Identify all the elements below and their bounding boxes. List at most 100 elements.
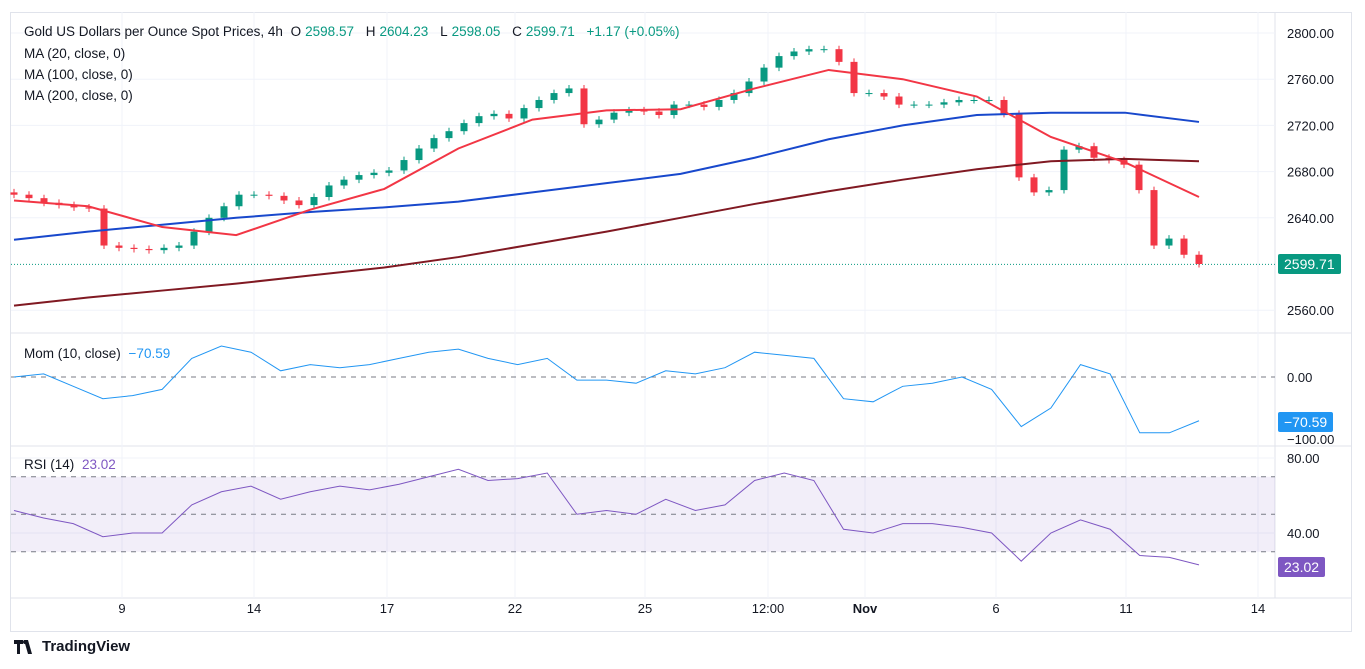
ma200-line — [13, 157, 1200, 307]
mom-tick-label: −100.00 — [1287, 432, 1334, 447]
candle-body — [490, 113, 498, 117]
candle-body — [235, 194, 243, 207]
candle-body — [745, 81, 753, 94]
price-tick-label: 2800.00 — [1287, 26, 1334, 41]
price-tick-label: 2680.00 — [1287, 165, 1334, 180]
momentum-line — [13, 345, 1200, 434]
candle-body — [10, 192, 18, 195]
candle-body — [640, 110, 648, 112]
candle-body — [880, 93, 888, 97]
high-label: H — [365, 24, 376, 39]
candle-body — [280, 195, 288, 201]
close-value: 2599.71 — [525, 24, 575, 39]
candle-body — [415, 148, 423, 161]
candle-body — [625, 110, 633, 113]
candle-body — [1135, 164, 1143, 191]
symbol-legend: Gold US Dollars per Ounce Spot Prices, 4… — [24, 24, 684, 39]
x-tick-label: 25 — [638, 601, 652, 616]
candle-body — [325, 185, 333, 198]
candle-body — [505, 113, 513, 119]
mom-title: Mom (10, close) — [24, 346, 121, 361]
candle-body — [535, 99, 543, 109]
candle-body — [970, 99, 978, 101]
candle-body — [145, 248, 153, 251]
candle-body — [520, 108, 528, 119]
candle-body — [985, 99, 993, 101]
candle-body — [1150, 190, 1158, 246]
candle-body — [25, 194, 33, 199]
candle-body — [100, 208, 108, 246]
price-tick-label: 2640.00 — [1287, 211, 1334, 226]
change-value: +1.17 (+0.05%) — [586, 24, 680, 39]
candle-body — [865, 93, 873, 95]
candle-body — [955, 99, 963, 103]
candle-body — [835, 49, 843, 62]
candle-body — [1030, 177, 1038, 193]
rsi-title: RSI (14) — [24, 457, 75, 472]
mom-value: −70.59 — [128, 346, 171, 361]
candle-body — [910, 104, 918, 106]
rsi-line — [13, 468, 1200, 566]
candle-body — [220, 206, 228, 218]
candle-body — [580, 88, 588, 125]
candle-body — [775, 56, 783, 68]
candle-body — [1195, 254, 1203, 264]
x-tick-label: 9 — [118, 601, 125, 616]
low-label: L — [440, 24, 448, 39]
rsi-tick-label: 40.00 — [1287, 526, 1320, 541]
candle-body — [565, 88, 573, 94]
candle-body — [1075, 146, 1083, 150]
candle-body — [1015, 113, 1023, 178]
ma100-legend[interactable]: MA (100, close, 0) — [24, 67, 133, 82]
rsi-badge: 23.02 — [1278, 557, 1326, 577]
candle-body — [1180, 238, 1188, 255]
candle-body — [70, 205, 78, 208]
candle-body — [1045, 190, 1053, 193]
candle-body — [790, 51, 798, 57]
candle-body — [850, 61, 858, 94]
x-tick-label: 14 — [247, 601, 261, 616]
candle-body — [715, 99, 723, 107]
candle-body — [760, 67, 768, 82]
candle-body — [430, 138, 438, 149]
ma200-legend[interactable]: MA (200, close, 0) — [24, 88, 133, 103]
candle-body — [460, 123, 468, 132]
price-tick-label: 2560.00 — [1287, 303, 1334, 318]
candle-body — [160, 247, 168, 251]
candle-body — [550, 93, 558, 100]
candle-body — [1000, 99, 1008, 114]
mom-legend[interactable]: Mom (10, close) −70.59 — [24, 346, 174, 361]
close-label: C — [512, 24, 522, 39]
mom-tick-label: 0.00 — [1287, 370, 1312, 385]
tradingview-icon — [14, 639, 32, 654]
candle-body — [940, 102, 948, 105]
last-price-badge: 2599.71 — [1278, 254, 1341, 274]
candle-body — [595, 119, 603, 125]
chart-frame — [10, 12, 1352, 632]
candle-body — [85, 207, 93, 209]
rsi-legend[interactable]: RSI (14) 23.02 — [24, 457, 120, 472]
price-tick-label: 2720.00 — [1287, 118, 1334, 133]
candle-body — [685, 104, 693, 106]
tradingview-logo[interactable]: TradingView — [14, 638, 130, 655]
candle-body — [700, 104, 708, 107]
x-tick-label: 12:00 — [752, 601, 785, 616]
candle-body — [340, 179, 348, 186]
ma20-line — [13, 68, 1200, 237]
open-value: 2598.57 — [305, 24, 354, 39]
candle-body — [115, 245, 123, 248]
candle-body — [265, 194, 273, 196]
brand-name: TradingView — [42, 638, 131, 655]
price-tick-label: 2760.00 — [1287, 72, 1334, 87]
ma20-legend[interactable]: MA (20, close, 0) — [24, 46, 126, 61]
open-label: O — [290, 24, 302, 39]
candle-body — [175, 245, 183, 248]
candle-body — [310, 197, 318, 206]
candle-body — [355, 175, 363, 180]
candle-body — [895, 96, 903, 105]
candle-body — [385, 170, 393, 173]
candle-body — [475, 116, 483, 124]
x-tick-label: 6 — [992, 601, 999, 616]
rsi-tick-label: 80.00 — [1287, 451, 1320, 466]
